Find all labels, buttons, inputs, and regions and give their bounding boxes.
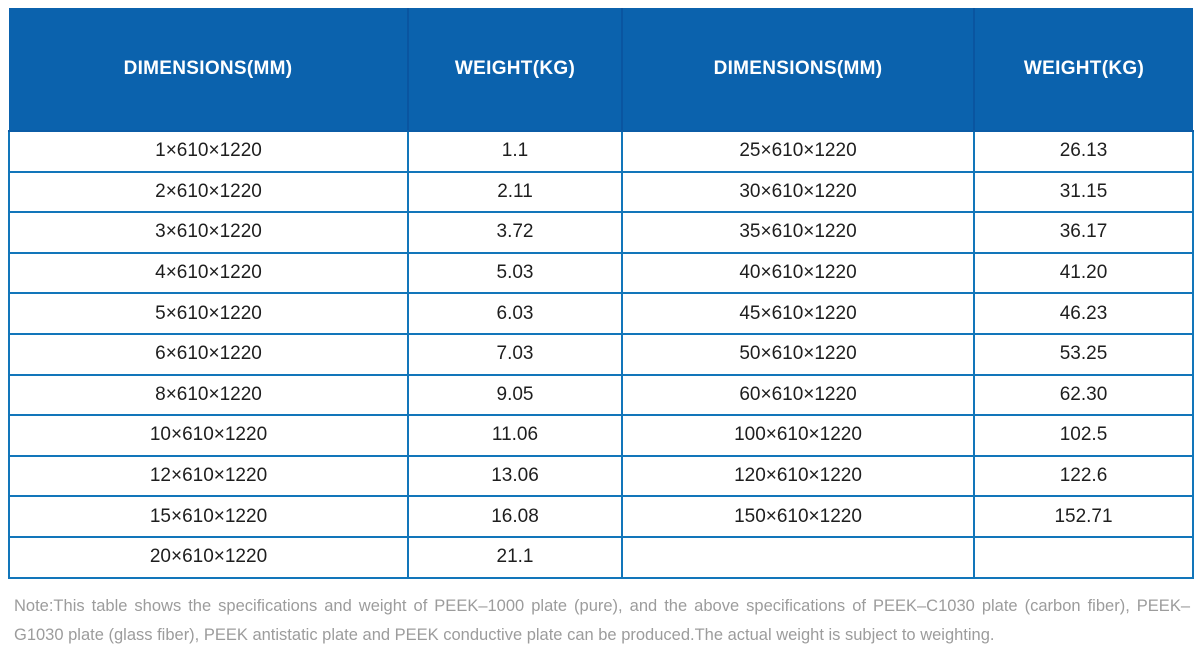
weight-cell: 62.30 <box>973 373 1194 417</box>
weight-cell: 9.05 <box>407 373 623 417</box>
dimension-cell: 10×610×1220 <box>8 414 409 457</box>
dimension-cell: 35×610×1220 <box>621 211 975 254</box>
header-dimensions-right: DIMENSIONS(MM) <box>621 8 974 132</box>
table-row: 6×610×1220 7.03 50×610×1220 53.25 <box>8 332 1194 376</box>
weight-cell: 11.06 <box>407 414 623 457</box>
weight-cell: 7.03 <box>407 332 623 376</box>
dimension-cell: 45×610×1220 <box>621 292 975 335</box>
weight-cell: 21.1 <box>407 535 623 579</box>
weight-cell: 46.23 <box>973 292 1194 335</box>
dimension-cell: 60×610×1220 <box>621 373 975 417</box>
spec-table-header: DIMENSIONS(MM) WEIGHT(KG) DIMENSIONS(MM)… <box>9 8 1193 132</box>
spec-table: DIMENSIONS(MM) WEIGHT(KG) DIMENSIONS(MM)… <box>8 8 1194 579</box>
table-row: 4×610×1220 5.03 40×610×1220 41.20 <box>8 251 1194 295</box>
dimension-cell: 15×610×1220 <box>8 495 409 538</box>
table-row: 15×610×1220 16.08 150×610×1220 152.71 <box>8 495 1194 538</box>
weight-cell: 2.11 <box>407 170 623 214</box>
table-row: 2×610×1220 2.11 30×610×1220 31.15 <box>8 170 1194 214</box>
dimension-cell: 20×610×1220 <box>8 535 409 579</box>
table-row: 20×610×1220 21.1 <box>8 535 1194 579</box>
note-text: Note:This table shows the specifications… <box>14 596 1190 644</box>
table-row: 10×610×1220 11.06 100×610×1220 102.5 <box>8 414 1194 457</box>
weight-cell: 26.13 <box>973 130 1194 173</box>
weight-cell: 152.71 <box>973 495 1194 538</box>
weight-cell: 122.6 <box>973 454 1194 498</box>
weight-cell: 41.20 <box>973 251 1194 295</box>
dimension-cell: 12×610×1220 <box>8 454 409 498</box>
dimension-cell: 4×610×1220 <box>8 251 409 295</box>
weight-cell: 36.17 <box>973 211 1194 254</box>
dimension-cell: 3×610×1220 <box>8 211 409 254</box>
header-weight-left: WEIGHT(KG) <box>407 8 622 132</box>
dimension-cell: 2×610×1220 <box>8 170 409 214</box>
table-row: 8×610×1220 9.05 60×610×1220 62.30 <box>8 373 1194 417</box>
header-row: DIMENSIONS(MM) WEIGHT(KG) DIMENSIONS(MM)… <box>9 8 1193 132</box>
weight-cell: 3.72 <box>407 211 623 254</box>
dimension-cell: 6×610×1220 <box>8 332 409 376</box>
table-row: 1×610×1220 1.1 25×610×1220 26.13 <box>8 130 1194 173</box>
header-dimensions-left: DIMENSIONS(MM) <box>9 8 408 132</box>
dimension-cell: 50×610×1220 <box>621 332 975 376</box>
header-weight-right: WEIGHT(KG) <box>973 8 1193 132</box>
dimension-cell: 30×610×1220 <box>621 170 975 214</box>
weight-cell: 5.03 <box>407 251 623 295</box>
weight-cell: 16.08 <box>407 495 623 538</box>
weight-cell: 13.06 <box>407 454 623 498</box>
dimension-cell <box>621 535 975 579</box>
dimension-cell: 8×610×1220 <box>8 373 409 417</box>
dimension-cell: 100×610×1220 <box>621 414 975 457</box>
weight-cell: 1.1 <box>407 130 623 173</box>
table-row: 3×610×1220 3.72 35×610×1220 36.17 <box>8 211 1194 254</box>
table-row: 5×610×1220 6.03 45×610×1220 46.23 <box>8 292 1194 335</box>
dimension-cell: 25×610×1220 <box>621 130 975 173</box>
weight-cell: 102.5 <box>973 414 1194 457</box>
dimension-cell: 150×610×1220 <box>621 495 975 538</box>
weight-cell: 53.25 <box>973 332 1194 376</box>
dimension-cell: 1×610×1220 <box>8 130 409 173</box>
dimension-cell: 5×610×1220 <box>8 292 409 335</box>
weight-cell <box>973 535 1194 579</box>
spec-table-body: 1×610×1220 1.1 25×610×1220 26.13 2×610×1220 2… <box>8 130 1194 579</box>
dimension-cell: 120×610×1220 <box>621 454 975 498</box>
weight-cell: 31.15 <box>973 170 1194 214</box>
weight-cell: 6.03 <box>407 292 623 335</box>
table-row: 12×610×1220 13.06 120×610×1220 122.6 <box>8 454 1194 498</box>
dimension-cell: 40×610×1220 <box>621 251 975 295</box>
